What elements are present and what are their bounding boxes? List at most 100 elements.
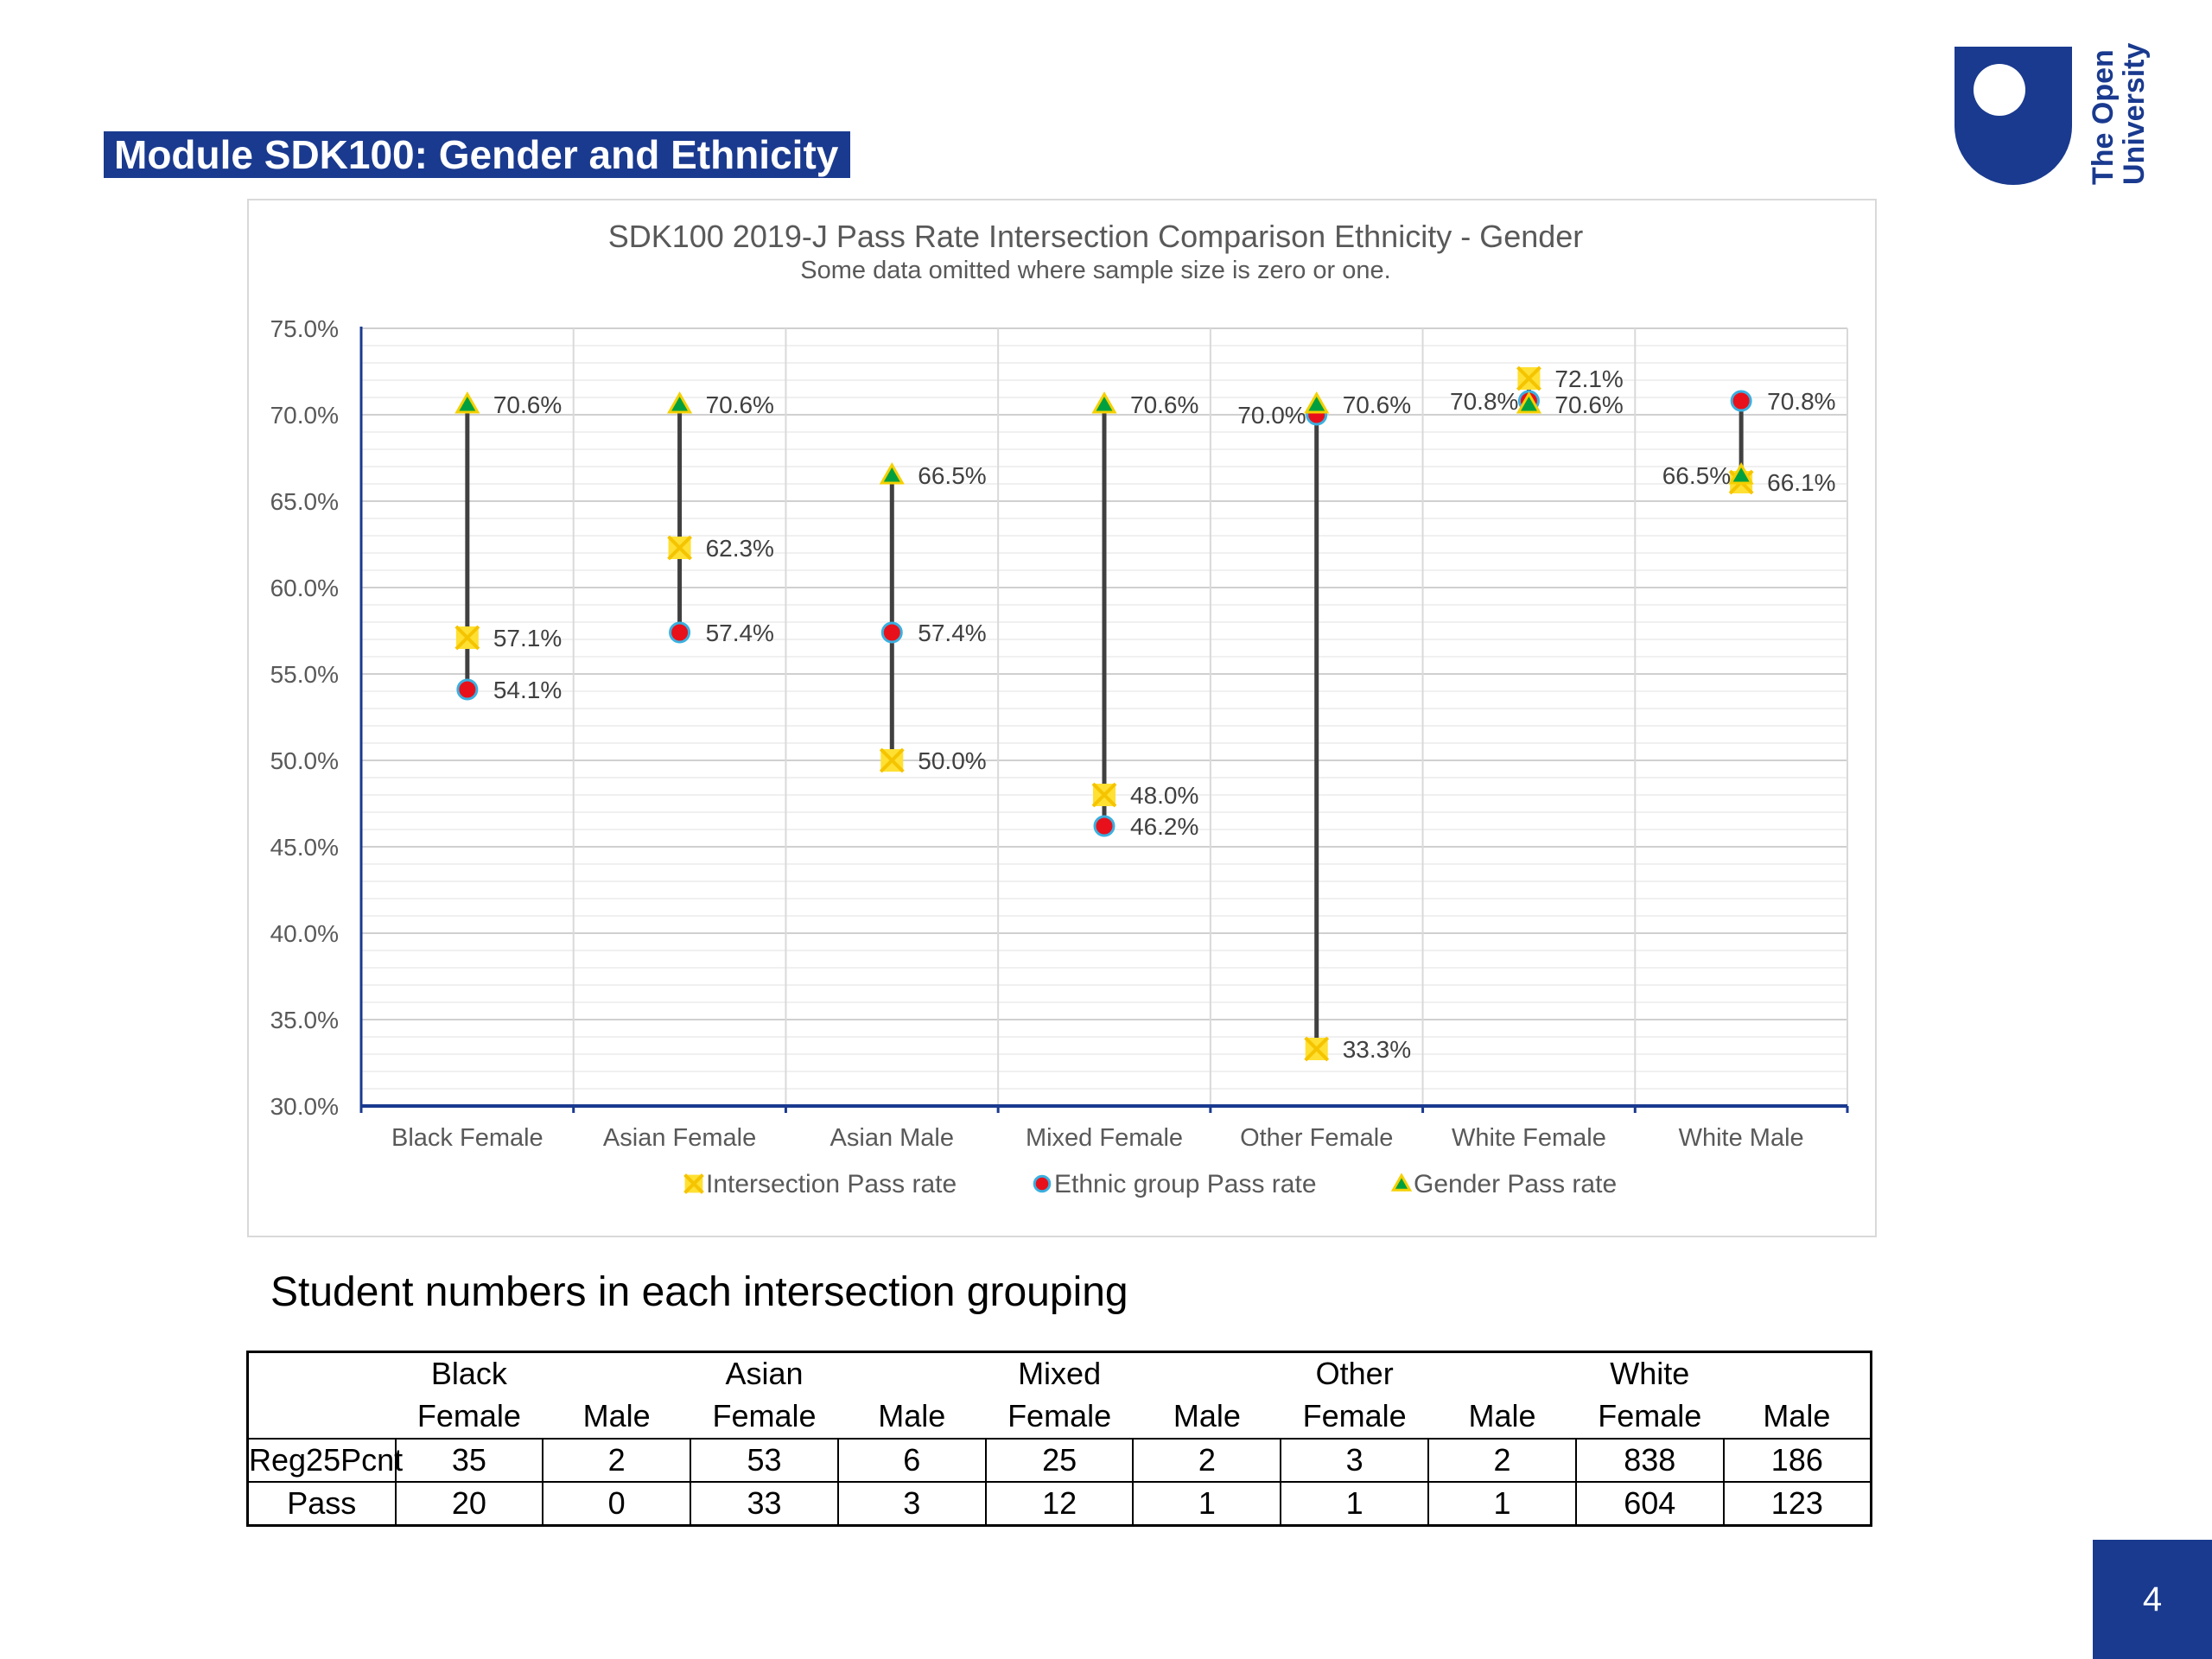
data-label: 66.1% xyxy=(1767,469,1835,496)
table-corner-cell xyxy=(246,1351,396,1395)
table-blank-cell xyxy=(1723,1351,1872,1395)
y-tick-label: 65.0% xyxy=(270,488,339,515)
gender-marker xyxy=(1091,391,1117,414)
gender-marker xyxy=(879,461,905,485)
legend-intersection-marker xyxy=(683,1173,704,1194)
data-label: 57.4% xyxy=(918,620,986,646)
table-group-header: Black xyxy=(395,1351,543,1395)
legend-gender-marker xyxy=(1390,1173,1413,1192)
data-label: 72.1% xyxy=(1554,365,1623,392)
table-cell: 2 xyxy=(542,1437,692,1483)
table-cell: 3 xyxy=(836,1480,987,1527)
open-university-logo: The Open University xyxy=(1955,43,2162,195)
table-group-header: Other xyxy=(1281,1351,1429,1395)
ethnic-marker xyxy=(880,621,903,644)
table-blank-cell xyxy=(837,1351,986,1395)
x-tick-label: Black Female xyxy=(391,1124,543,1152)
gender-marker xyxy=(454,391,480,414)
gender-marker xyxy=(1728,461,1754,485)
table-cell: 6 xyxy=(836,1437,987,1483)
table-subheader: Female xyxy=(1281,1395,1429,1440)
table-cell: 2 xyxy=(1132,1437,1282,1483)
data-label: 70.6% xyxy=(1554,391,1623,418)
y-tick-label: 35.0% xyxy=(270,1007,339,1033)
y-tick-label: 30.0% xyxy=(270,1093,339,1120)
table-subheader: Male xyxy=(543,1395,691,1440)
logo-shield-icon xyxy=(1955,47,2072,185)
y-tick-label: 50.0% xyxy=(270,747,339,774)
table-group-header: White xyxy=(1575,1351,1724,1395)
table-subheader: Female xyxy=(395,1395,543,1440)
ethnic-marker xyxy=(669,621,691,644)
legend-label: Gender Pass rate xyxy=(1414,1170,1617,1198)
data-label: 33.3% xyxy=(1343,1036,1411,1063)
table-subheader: Female xyxy=(690,1395,838,1440)
table-row-label: Reg25Pcnt xyxy=(246,1437,403,1483)
chart-title: SDK100 2019-J Pass Rate Intersection Com… xyxy=(608,219,1584,254)
data-label: 70.6% xyxy=(1130,391,1198,418)
logo-wordmark: The Open University xyxy=(2087,42,2151,185)
table-cell: 20 xyxy=(394,1480,544,1527)
table-row: Reg25Pcnt 35 2 53 6 25 2 3 2 838 186 xyxy=(246,1437,1872,1483)
x-tick-label: Asian Female xyxy=(603,1124,756,1152)
slide-title: Module SDK100: Gender and Ethnicity xyxy=(104,131,851,178)
pass-rate-chart: SDK100 2019-J Pass Rate Intersection Com… xyxy=(270,219,1849,1198)
table-cell: 12 xyxy=(984,1480,1135,1527)
data-label: 57.4% xyxy=(706,620,774,646)
ethnic-marker xyxy=(1730,390,1752,412)
table-header-row: Black Asian Mixed Other White xyxy=(246,1351,1872,1395)
chart-frame: SDK100 2019-J Pass Rate Intersection Com… xyxy=(247,199,1877,1237)
ethnic-marker xyxy=(456,678,479,701)
table-cell: 25 xyxy=(984,1437,1135,1483)
data-label: 62.3% xyxy=(706,535,774,562)
table-group-header: Mixed xyxy=(985,1351,1134,1395)
table-cell: 123 xyxy=(1722,1480,1872,1527)
data-label: 50.0% xyxy=(918,747,986,774)
page-number: 4 xyxy=(2093,1540,2212,1659)
table-cell: 604 xyxy=(1574,1480,1725,1527)
gender-marker xyxy=(1516,391,1542,414)
y-tick-label: 55.0% xyxy=(270,661,339,688)
intersection-marker xyxy=(1516,365,1541,391)
table-cell: 2 xyxy=(1427,1437,1577,1483)
y-tick-label: 60.0% xyxy=(270,575,339,601)
gender-marker xyxy=(666,391,693,414)
data-label: 54.1% xyxy=(493,677,562,703)
table-corner-cell xyxy=(246,1395,396,1440)
legend-ethnic-marker xyxy=(1033,1174,1052,1193)
ethnic-marker xyxy=(1093,815,1116,837)
student-numbers-table: Black Asian Mixed Other White Female Male Femal… xyxy=(246,1351,1872,1527)
data-label: 57.1% xyxy=(493,625,562,652)
table-caption: Student numbers in each intersection gro… xyxy=(270,1269,1128,1315)
intersection-marker xyxy=(1304,1036,1330,1062)
table-cell: 3 xyxy=(1280,1437,1430,1483)
y-tick-label: 75.0% xyxy=(270,315,339,342)
table-row-label: Pass xyxy=(246,1480,397,1527)
table-cell: 0 xyxy=(542,1480,692,1527)
chart-subtitle: Some data omitted where sample size is z… xyxy=(800,257,1390,284)
y-tick-label: 70.0% xyxy=(270,402,339,429)
table-cell: 53 xyxy=(690,1437,839,1483)
y-tick-label: 40.0% xyxy=(270,920,339,947)
intersection-marker xyxy=(879,747,905,773)
data-label: 70.6% xyxy=(706,391,774,418)
table-cell: 1 xyxy=(1132,1480,1282,1527)
table-subheader: Male xyxy=(1133,1395,1281,1440)
y-tick-label: 45.0% xyxy=(270,834,339,861)
x-tick-label: White Female xyxy=(1452,1124,1606,1152)
data-label: 70.8% xyxy=(1450,388,1518,415)
data-label: 70.6% xyxy=(1343,391,1411,418)
intersection-marker xyxy=(667,535,692,561)
data-label: 70.8% xyxy=(1767,388,1835,415)
legend-label: Ethnic group Pass rate xyxy=(1054,1170,1317,1198)
x-tick-label: Mixed Female xyxy=(1026,1124,1183,1152)
table-blank-cell xyxy=(1133,1351,1281,1395)
gender-marker xyxy=(1304,391,1330,414)
data-label: 46.2% xyxy=(1130,813,1198,840)
table-subheader-row: Female Male Female Male Female Male Female Male… xyxy=(246,1395,1872,1440)
x-tick-label: Other Female xyxy=(1240,1124,1393,1152)
intersection-marker xyxy=(1091,782,1117,808)
table-blank-cell xyxy=(543,1351,691,1395)
intersection-marker xyxy=(454,625,480,651)
table-group-header: Asian xyxy=(690,1351,838,1395)
